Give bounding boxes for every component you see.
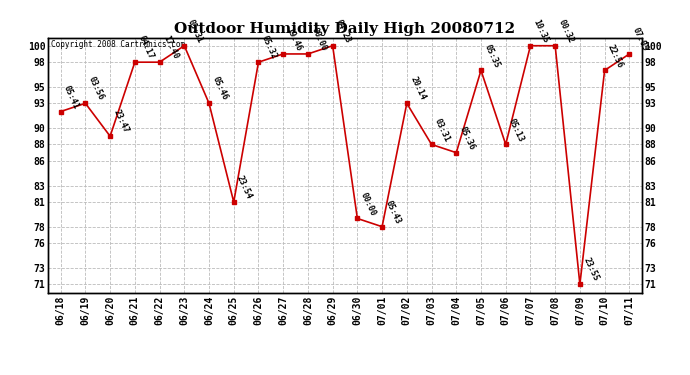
Text: 19:46: 19:46 [284,26,304,53]
Text: 04:17: 04:17 [136,34,155,61]
Text: 05:13: 05:13 [507,117,526,143]
Text: 17:40: 17:40 [161,34,179,61]
Title: Outdoor Humidity Daily High 20080712: Outdoor Humidity Daily High 20080712 [175,22,515,36]
Text: 04:23: 04:23 [334,18,353,44]
Text: 05:32: 05:32 [260,34,279,61]
Text: 05:43: 05:43 [384,199,402,225]
Text: Copyright 2008 Cartronics.com: Copyright 2008 Cartronics.com [51,40,186,49]
Text: 20:14: 20:14 [408,75,427,102]
Text: 00:00: 00:00 [309,26,328,53]
Text: 03:56: 03:56 [87,75,106,102]
Text: 05:36: 05:36 [457,125,476,151]
Text: 00:32: 00:32 [557,18,575,44]
Text: 05:46: 05:46 [210,75,229,102]
Text: 22:56: 22:56 [606,42,624,69]
Text: 05:35: 05:35 [482,42,501,69]
Text: 03:31: 03:31 [433,117,452,143]
Text: 10:35: 10:35 [532,18,551,44]
Text: 23:47: 23:47 [112,108,130,135]
Text: 23:54: 23:54 [235,174,254,201]
Text: 07:05: 07:05 [631,26,649,53]
Text: 05:41: 05:41 [62,84,81,110]
Text: 05:31: 05:31 [186,18,204,44]
Text: 00:00: 00:00 [359,190,377,217]
Text: 23:55: 23:55 [581,256,600,283]
